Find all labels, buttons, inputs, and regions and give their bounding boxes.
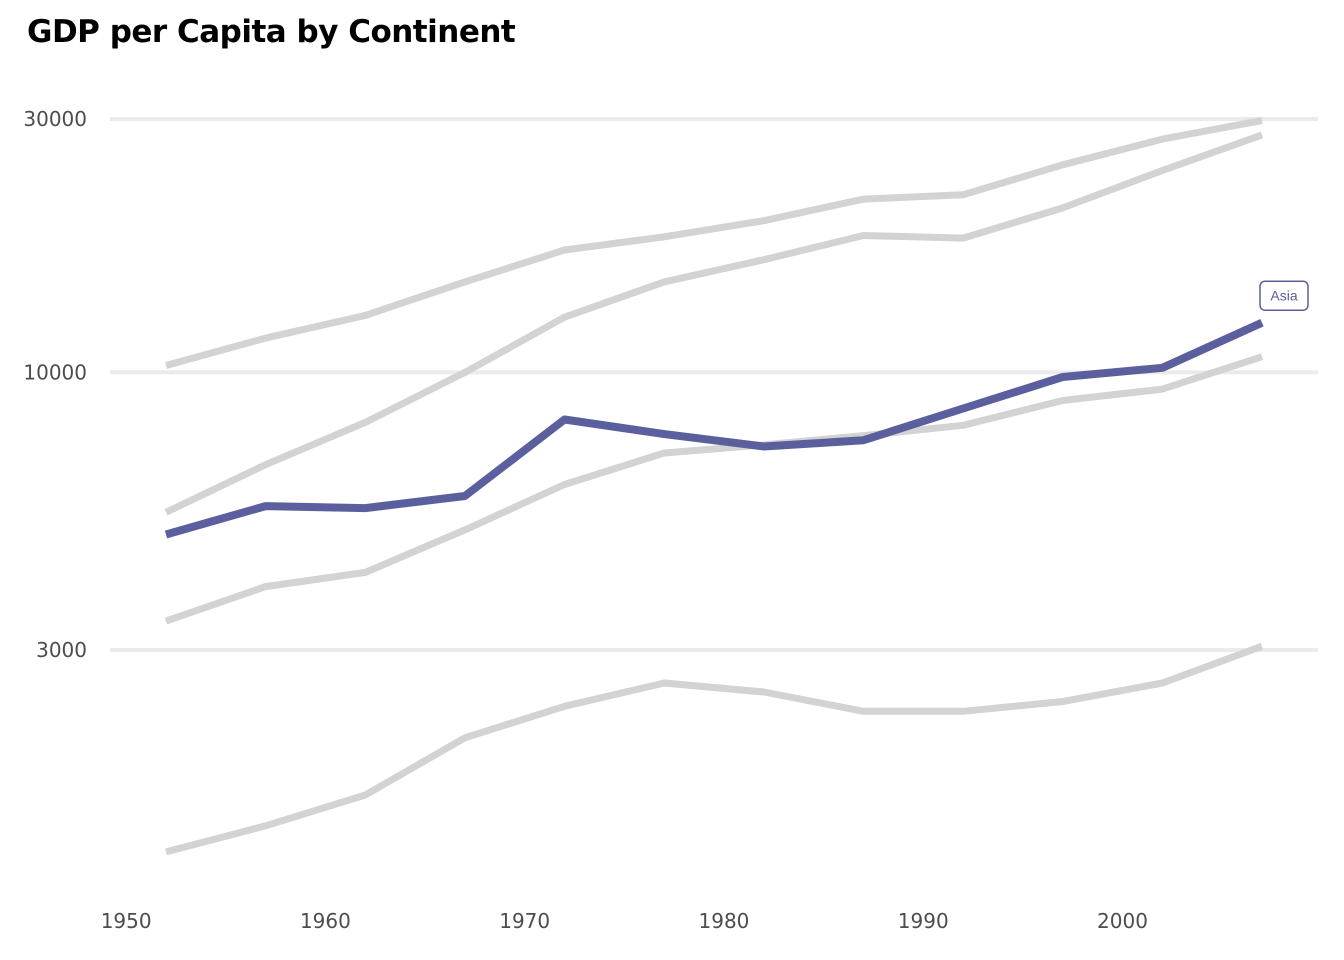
callout-label: Asia [1270,288,1297,304]
x-tick-label-1960: 1960 [300,909,351,933]
x-tick-label-1990: 1990 [898,909,949,933]
highlighted-series [164,319,1264,539]
x-tick-label-2000: 2000 [1097,909,1148,933]
chart-title: GDP per Capita by Continent [27,14,516,50]
series-line-2 [164,131,1264,516]
x-tick-label-1950: 1950 [101,909,152,933]
callout-asia: Asia [1259,280,1309,311]
series-line-asia [164,319,1264,539]
series-line-1 [165,117,1263,369]
series-line-4 [164,353,1264,625]
x-tick-label-1970: 1970 [499,909,550,933]
series-line-5 [165,642,1264,856]
x-tick-label-1980: 1980 [699,909,750,933]
callout-box [1259,280,1309,311]
y-tick-label-3000: 3000 [36,638,87,662]
gridlines [110,117,1318,652]
annotations: Asia [1259,280,1309,311]
y-tick-label-10000: 10000 [23,360,87,384]
y-tick-label-30000: 30000 [23,107,87,131]
y-axis-ticks: 3000 10000 30000 [23,107,87,662]
x-axis-ticks: 1950 1960 1970 1980 1990 2000 [101,909,1148,933]
muted-series [164,117,1264,856]
